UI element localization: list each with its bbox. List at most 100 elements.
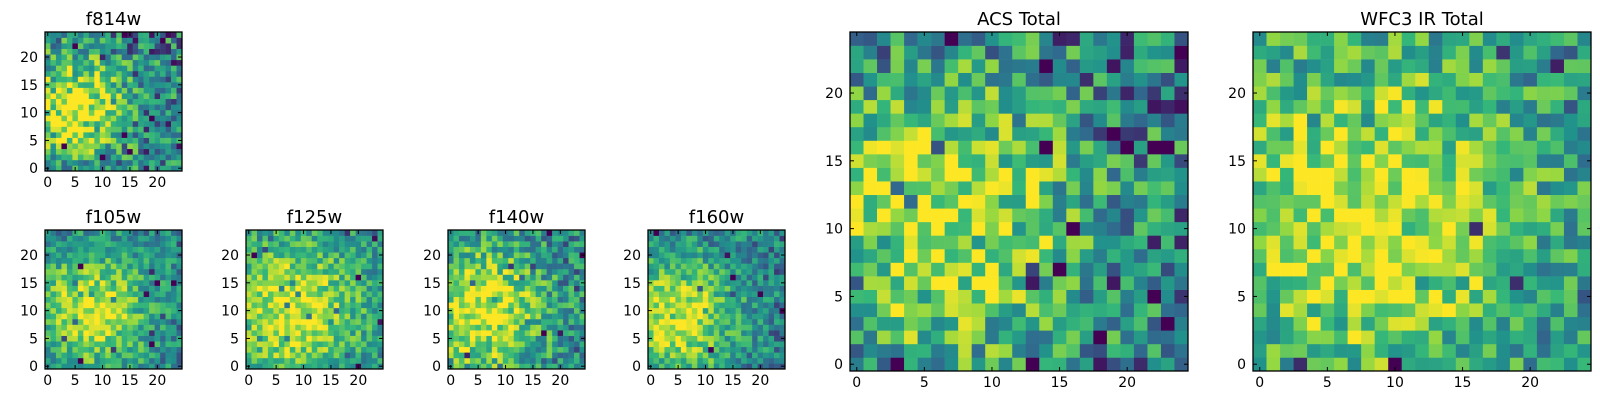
heatmap-cell <box>105 137 112 144</box>
heatmap-cell <box>1550 276 1565 290</box>
heatmap-cell <box>176 268 183 275</box>
heatmap-cell <box>99 137 106 144</box>
heatmap-cell <box>289 285 296 292</box>
heatmap-cell <box>262 307 269 314</box>
heatmap-cell <box>1455 208 1470 223</box>
heatmap-cell <box>154 37 161 44</box>
heatmap-cell <box>648 341 654 348</box>
heatmap-cell <box>680 313 687 320</box>
heatmap-cell <box>680 302 687 309</box>
heatmap-cell <box>94 32 101 38</box>
heatmap-cell <box>1523 248 1538 263</box>
heatmap-cell <box>931 99 945 114</box>
heatmap-cell <box>1025 194 1040 209</box>
heatmap-cell <box>724 291 731 298</box>
heatmap-cell <box>708 257 715 264</box>
heatmap-cell <box>1469 45 1484 60</box>
heatmap-cell <box>579 230 586 236</box>
heatmap-cell <box>50 357 57 364</box>
heatmap-cell <box>1442 113 1457 128</box>
heatmap-cell <box>262 324 269 331</box>
heatmap-cell <box>1320 208 1335 223</box>
heatmap-cell <box>917 289 932 304</box>
heatmap-cell <box>350 257 356 264</box>
heatmap-cell <box>497 346 504 353</box>
heatmap-cell <box>958 45 972 60</box>
heatmap-cell <box>917 45 932 60</box>
heatmap-cell <box>45 313 51 320</box>
heatmap-cell <box>143 330 150 336</box>
heatmap-cell <box>971 248 986 263</box>
heatmap-cell <box>1039 235 1054 250</box>
heatmap-cell <box>105 268 112 275</box>
heatmap-cell <box>958 262 972 277</box>
heatmap-cell <box>372 268 378 275</box>
heatmap-cell <box>691 246 698 253</box>
heatmap-cell <box>55 82 62 88</box>
heatmap-cell <box>1401 262 1416 277</box>
heatmap-cell <box>1550 235 1565 250</box>
heatmap-cell <box>998 316 1013 331</box>
heatmap-cell <box>1012 235 1027 250</box>
heatmap-cell <box>1293 221 1308 236</box>
heatmap-cell <box>708 291 715 298</box>
heatmap-cell <box>486 252 493 259</box>
heatmap-cell <box>143 241 150 247</box>
heatmap-cell <box>735 318 742 325</box>
heatmap-cell <box>519 330 526 336</box>
heatmap-cell <box>61 330 68 336</box>
heatmap-cell <box>998 126 1013 141</box>
heatmap-cell <box>757 335 764 342</box>
heatmap-cell <box>1052 45 1067 60</box>
heatmap-cell <box>116 82 123 88</box>
heatmap-cell <box>328 241 334 247</box>
heatmap-cell <box>713 346 720 353</box>
heatmap-cell <box>513 363 520 370</box>
heatmap-cell <box>730 307 736 314</box>
heatmap-cell <box>508 341 515 348</box>
heatmap-cell <box>154 126 161 133</box>
heatmap-cell <box>66 165 73 172</box>
heatmap-cell <box>127 120 133 127</box>
heatmap-cell <box>486 352 493 359</box>
heatmap-cell <box>344 318 351 325</box>
heatmap-cell <box>61 291 68 298</box>
heatmap-cell <box>377 246 384 253</box>
heatmap-cell <box>1536 59 1551 73</box>
heatmap-cell <box>708 313 715 320</box>
heatmap-cell <box>322 330 329 336</box>
x-tick-label: 10 <box>497 373 515 389</box>
heatmap-cell <box>88 268 95 275</box>
heatmap-cell <box>88 246 95 253</box>
heatmap-cell <box>149 274 155 281</box>
heatmap-cell <box>328 324 334 331</box>
heatmap-cell <box>1482 235 1497 250</box>
heatmap-cell <box>1469 357 1484 372</box>
heatmap-cell <box>143 98 150 105</box>
heatmap-cell <box>850 248 864 263</box>
heatmap-cell <box>1174 154 1189 168</box>
heatmap-cell <box>697 263 704 270</box>
heatmap-cell <box>154 280 161 286</box>
heatmap-cell <box>448 257 454 264</box>
heatmap-cell <box>774 257 780 264</box>
heatmap-cell <box>55 76 62 83</box>
heatmap-cell <box>317 313 324 320</box>
heatmap-cell <box>1106 208 1121 223</box>
heatmap-cell <box>708 230 715 236</box>
heatmap-cell <box>77 120 84 127</box>
heatmap-cell <box>45 98 51 105</box>
heatmap-cell <box>361 313 367 320</box>
heatmap-cell <box>1361 59 1375 73</box>
heatmap-cell <box>724 268 731 275</box>
heatmap-cell <box>116 246 123 253</box>
heatmap-cell <box>1563 316 1578 331</box>
heatmap-cell <box>1334 126 1348 141</box>
heatmap-cell <box>774 268 780 275</box>
heatmap-cell <box>1133 181 1148 196</box>
heatmap-cell <box>61 341 68 348</box>
heatmap-cell <box>121 318 128 325</box>
heatmap-cell <box>574 352 580 359</box>
heatmap-cell <box>105 335 112 342</box>
heatmap-cell <box>149 65 155 72</box>
